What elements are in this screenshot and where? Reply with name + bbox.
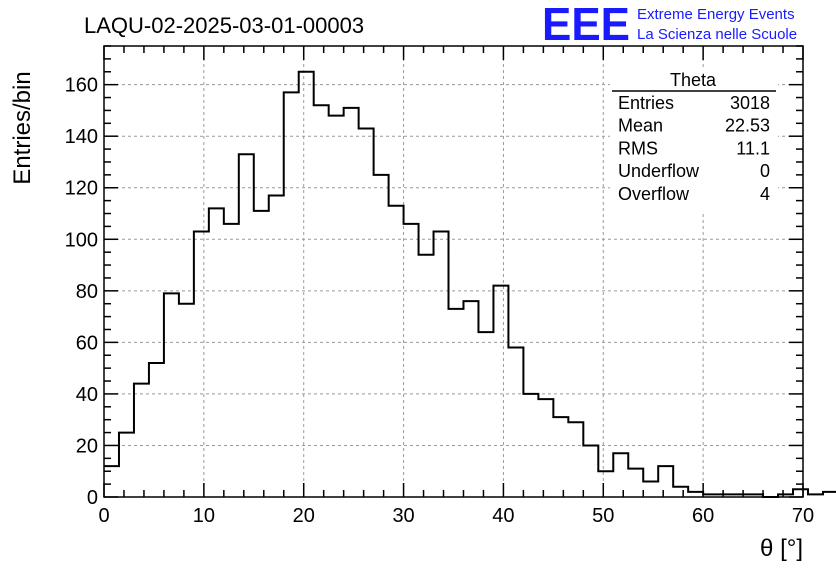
- histogram-bin: [553, 417, 568, 497]
- histogram-bin: [493, 286, 508, 497]
- stats-row-value: 0: [760, 161, 770, 181]
- histogram-bin: [224, 224, 239, 497]
- plot-frame: [103, 45, 804, 498]
- stats-row-label: Underflow: [618, 161, 700, 181]
- histogram-bin: [179, 304, 194, 497]
- histogram-bin: [389, 206, 404, 497]
- logo-line-1: Extreme Energy Events: [637, 6, 795, 23]
- stats-row-label: Entries: [618, 93, 674, 113]
- histogram-bin: [374, 175, 389, 497]
- y-tick-label: 140: [65, 126, 98, 148]
- y-axis-title: Entries/bin: [9, 71, 36, 184]
- histogram-bin: [194, 232, 209, 497]
- x-tick-label: 50: [592, 505, 614, 527]
- x-tick-label: 40: [492, 505, 514, 527]
- x-tick-label: 20: [293, 505, 315, 527]
- histogram-bin: [254, 211, 269, 497]
- histogram-bin: [404, 224, 419, 497]
- x-tick-label: 0: [98, 505, 109, 527]
- histogram-bin: [823, 492, 836, 497]
- eee-logo: EEE Extreme Energy Events La Scienza nel…: [542, 0, 797, 50]
- histogram-bin: [508, 348, 523, 497]
- histogram-bin: [478, 332, 493, 497]
- x-tick-label: 10: [193, 505, 215, 527]
- logo-line-2: La Scienza nelle Scuole: [637, 26, 797, 43]
- histogram-bin: [449, 309, 464, 497]
- histogram-bin: [538, 399, 553, 497]
- histogram-bin: [314, 105, 329, 497]
- y-tick-label: 160: [65, 75, 98, 97]
- histogram-bin: [628, 469, 643, 497]
- histogram-bin: [583, 445, 598, 497]
- stats-box-name: Theta: [670, 70, 717, 90]
- stats-row-value: 3018: [730, 93, 770, 113]
- y-tick-label: 20: [76, 435, 98, 457]
- histogram-bin: [434, 232, 449, 497]
- histogram-bin: [643, 482, 658, 497]
- histogram-bin: [808, 494, 823, 497]
- stats-box: Theta Entries 3018 Mean 22.53 RMS 11.1 Underfl…: [610, 70, 778, 212]
- histogram-bin: [149, 363, 164, 497]
- eee-logo-mark: EEE: [542, 0, 630, 50]
- histogram-bin: [568, 422, 583, 497]
- stats-row-label: Overflow: [618, 184, 690, 204]
- histogram-bin: [299, 72, 314, 497]
- histogram-bin: [673, 487, 688, 497]
- stats-row-label: RMS: [618, 138, 658, 158]
- x-axis-title: θ [°]: [760, 535, 803, 562]
- histogram-bin: [209, 208, 224, 497]
- axes: [103, 45, 804, 498]
- histogram-bin: [239, 154, 254, 497]
- histogram-bin: [598, 471, 613, 497]
- histogram-bin: [523, 394, 538, 497]
- histogram-bin: [344, 108, 359, 497]
- histogram-bin: [119, 433, 134, 497]
- histogram-bin: [329, 116, 344, 497]
- stats-row-value: 4: [760, 184, 770, 204]
- histogram-bin: [269, 195, 284, 497]
- histogram-bin: [284, 92, 299, 497]
- y-tick-label: 60: [76, 332, 98, 354]
- histogram-bin: [134, 384, 149, 497]
- y-tick-label: 40: [76, 384, 98, 406]
- y-tick-label: 80: [76, 281, 98, 303]
- histogram-bin: [164, 293, 179, 497]
- stats-row-value: 11.1: [736, 138, 770, 158]
- histogram-bin: [793, 489, 808, 497]
- chart-title: LAQU-02-2025-03-01-00003: [84, 13, 364, 38]
- stats-box-background: [610, 70, 778, 212]
- stats-row-label: Mean: [618, 116, 663, 136]
- histogram-bin: [419, 255, 434, 497]
- y-tick-label: 100: [65, 229, 98, 251]
- histogram-bin: [658, 466, 673, 497]
- grid: [104, 46, 803, 497]
- x-tick-label: 70: [792, 505, 814, 527]
- histogram-bin: [613, 453, 628, 497]
- stats-row-value: 22.53: [725, 116, 770, 136]
- stats-rows: Entries 3018 Mean 22.53 RMS 11.1 Underflow 0 Ove…: [618, 93, 770, 204]
- x-tick-label: 30: [392, 505, 414, 527]
- histogram-bin: [359, 128, 374, 497]
- x-tick-label: 60: [692, 505, 714, 527]
- histogram-bin: [688, 492, 703, 497]
- y-tick-label: 120: [65, 178, 98, 200]
- y-tick-label: 0: [87, 487, 98, 509]
- histogram-bin: [463, 301, 478, 497]
